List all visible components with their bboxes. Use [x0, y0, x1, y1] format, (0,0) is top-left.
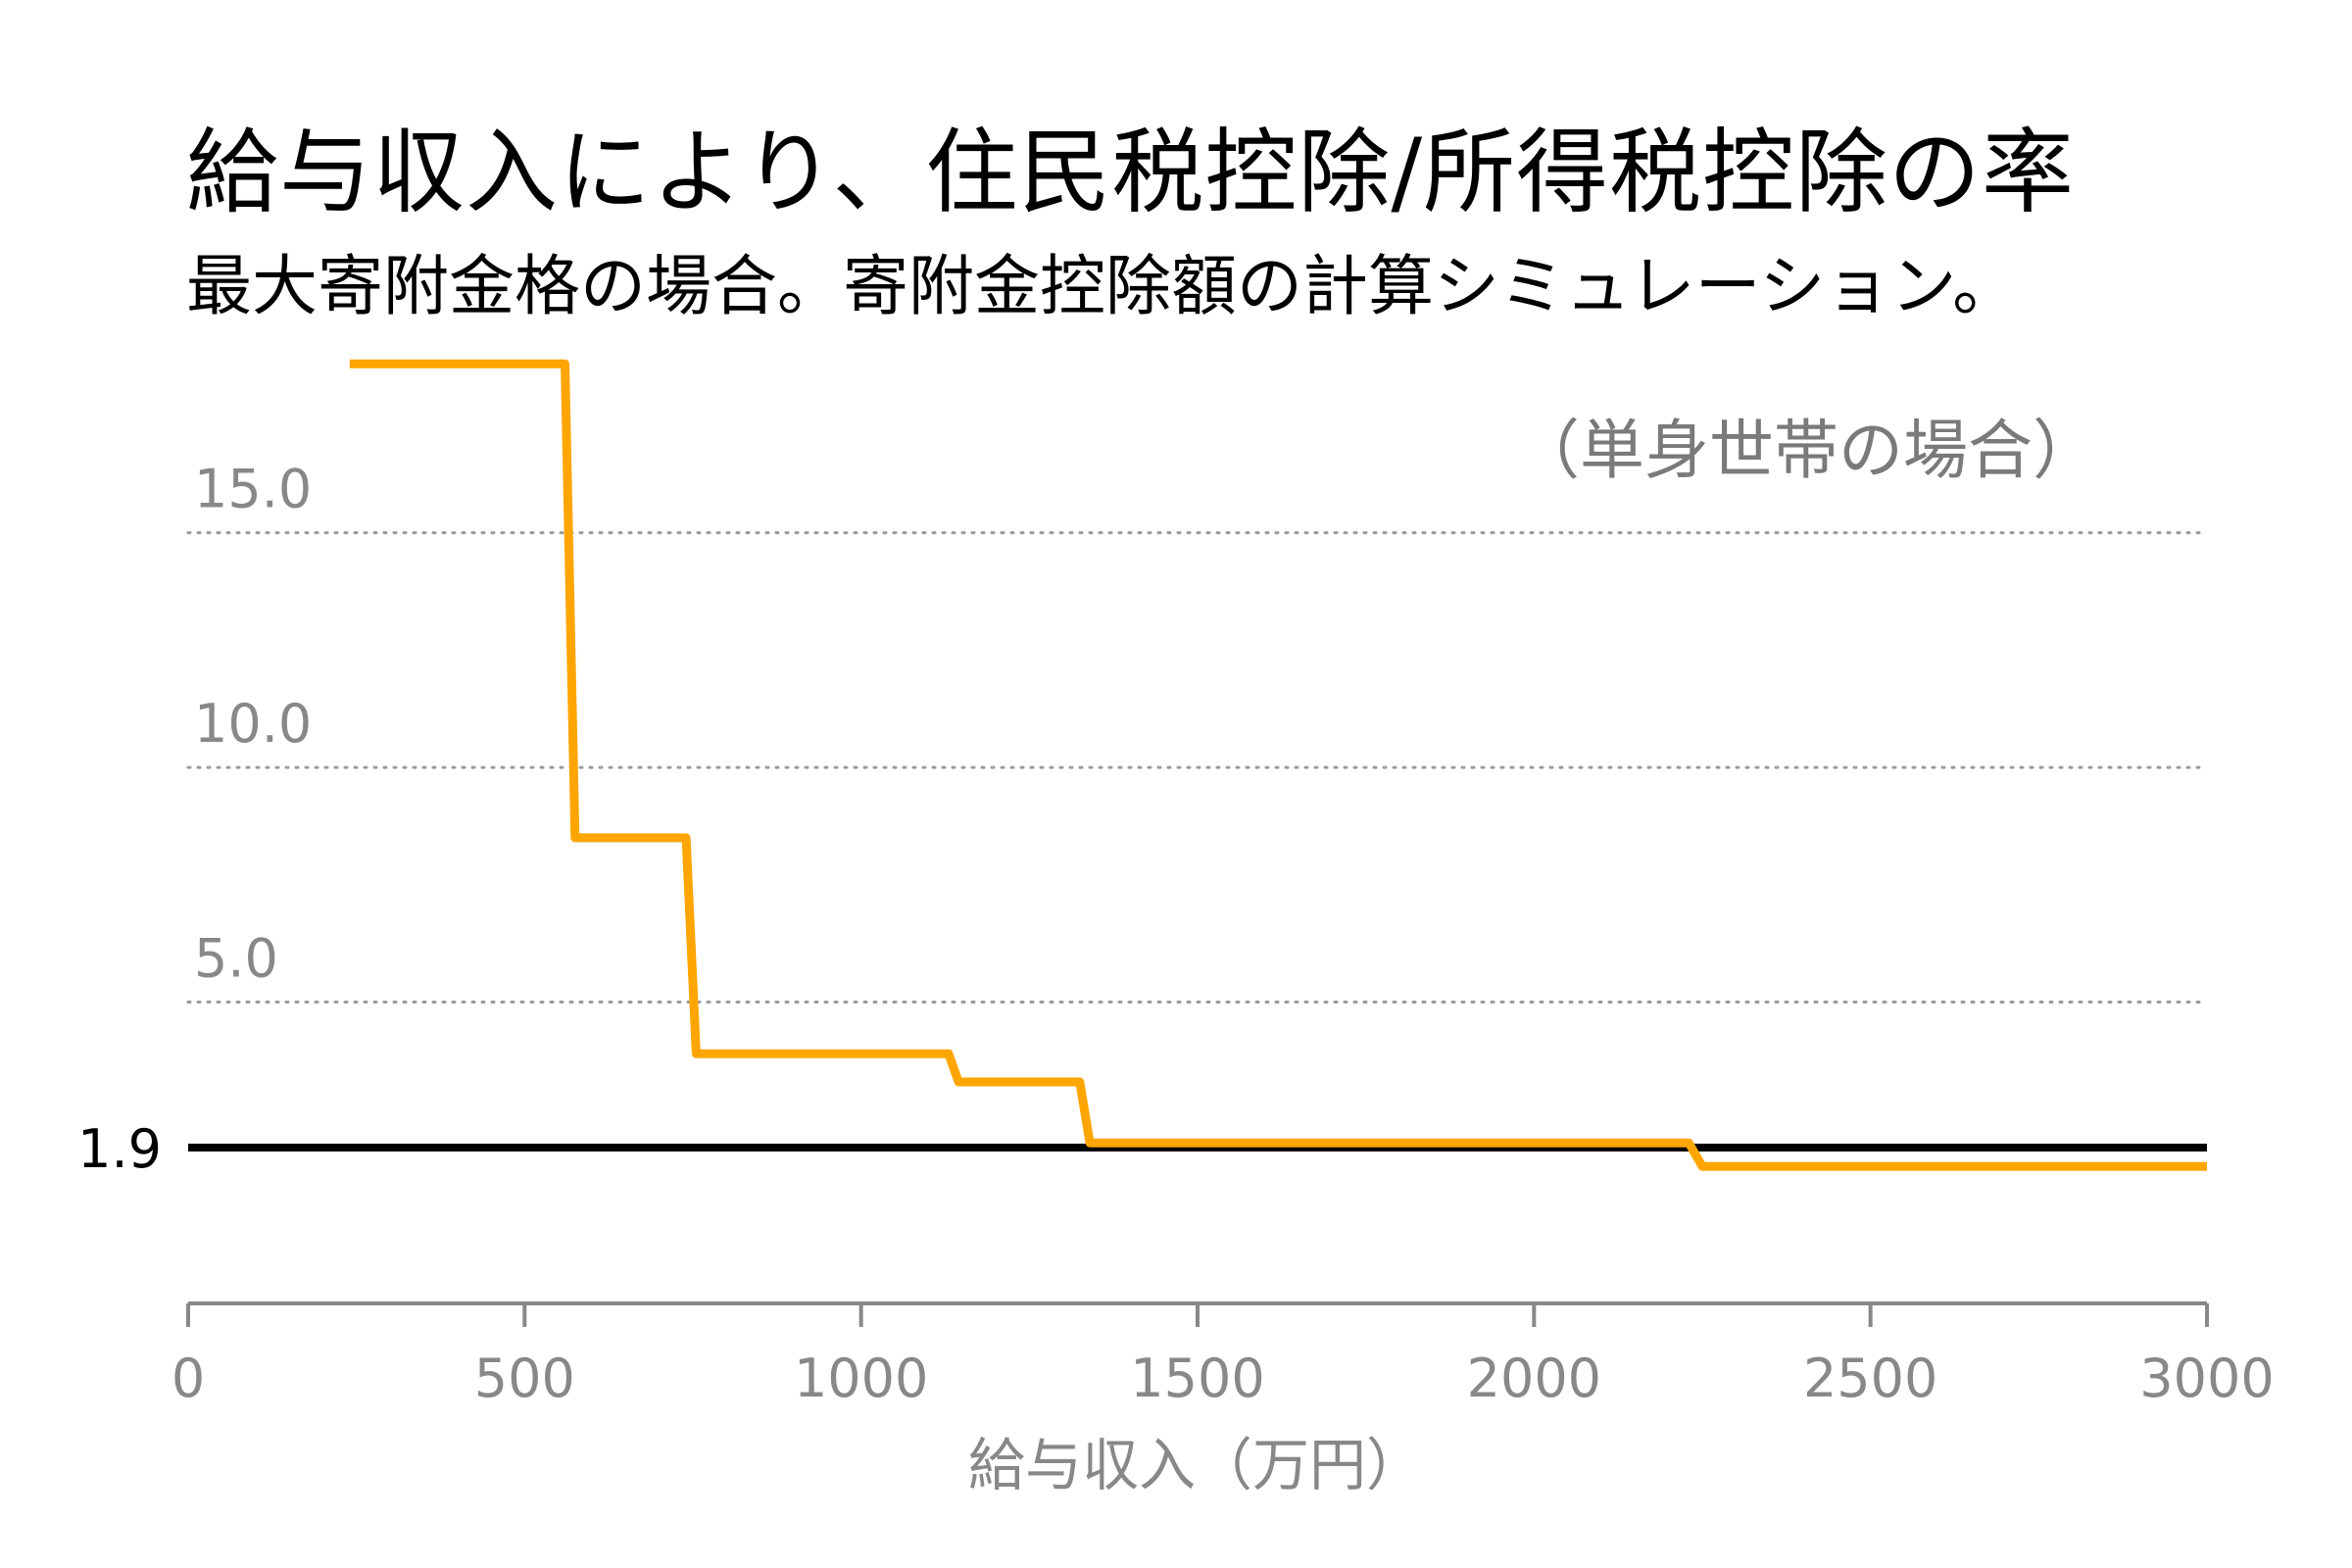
x-axis-label: 給与収入（万円）	[968, 1432, 1423, 1498]
x-tick-label-1000: 1000	[794, 1348, 928, 1409]
x-tick-label-3000: 3000	[2139, 1348, 2274, 1409]
x-tick-label-2500: 2500	[1803, 1348, 1937, 1409]
x-tick-label-2000: 2000	[1467, 1348, 1601, 1409]
reference-line-label: 1.9	[77, 1118, 162, 1180]
reference-line-group: 1.9	[77, 1118, 2207, 1180]
x-tick-label-0: 0	[172, 1348, 205, 1409]
chart-title: 給与収入により、住民税控除/所得税控除の率	[186, 120, 2076, 226]
x-tick-label-500: 500	[474, 1348, 575, 1409]
x-tick-label-1500: 1500	[1130, 1348, 1264, 1409]
series-group	[349, 359, 2207, 1171]
household-annotation: （単身世帯の場合）	[1515, 413, 2097, 488]
y-tick-labels: 5.0 10.0 15.0	[194, 459, 312, 990]
series-line-0	[349, 359, 2207, 1171]
y-tick-label-5: 5.0	[194, 928, 278, 990]
y-tick-label-10: 10.0	[194, 693, 312, 755]
y-tick-label-15: 15.0	[194, 459, 312, 520]
grid-lines	[186, 531, 2209, 1004]
chart-subtitle: 最大寄附金格の場合。寄附金控除額の計算シミュレーション。	[186, 248, 2019, 324]
x-axis: 0 500 1000 1500 2000 2500 3000	[172, 1301, 2275, 1409]
